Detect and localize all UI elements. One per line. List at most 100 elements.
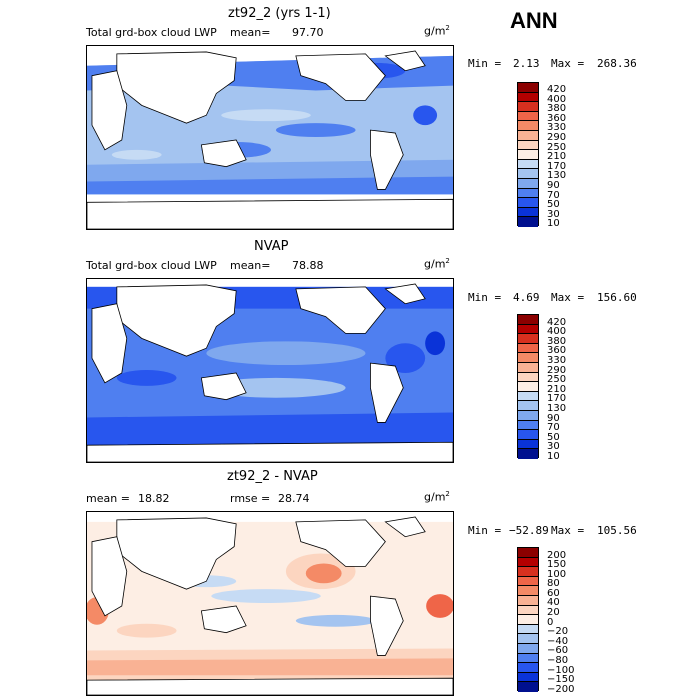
panel-2-min-label: Min = <box>468 291 502 304</box>
panel-1-swatch <box>518 111 538 122</box>
panel-1-colorbar-label: 170 <box>547 161 567 172</box>
panel-2-colorbar-label: 170 <box>547 393 567 404</box>
panel-2-swatch <box>518 362 538 373</box>
panel-1-colorbar-label: 330 <box>547 122 567 133</box>
panel-3-colorbar-label: 80 <box>547 578 560 589</box>
panel-3-swatch <box>518 643 538 654</box>
panel-1-map <box>86 45 454 230</box>
panel-3-swatch <box>518 567 538 577</box>
panel-3-min-value: −52.89 <box>509 524 549 537</box>
panel-2-colorbar-label: 250 <box>547 374 567 385</box>
panel-2-colorbar-label: 90 <box>547 413 560 424</box>
panel-3-colorbar-label: −100 <box>547 665 575 676</box>
panel-2-swatch <box>518 449 538 459</box>
panel-1-swatch <box>518 102 538 112</box>
panel-2-colorbar-label: 400 <box>547 326 567 337</box>
panel-3-swatch <box>518 682 538 692</box>
panel-2-swatch <box>518 410 538 421</box>
panel-2-swatch <box>518 324 538 335</box>
panel-1-variable-label: Total grd-box cloud LWP <box>86 26 217 39</box>
panel-2-units: g/m2 <box>424 257 450 271</box>
panel-1-colorbar-label: 400 <box>547 94 567 105</box>
panel-3-swatch <box>518 557 538 568</box>
panel-1-colorbar-label: 380 <box>547 103 567 114</box>
panel-3-swatch <box>518 576 538 587</box>
panel-2-mean-label: mean= <box>230 259 271 272</box>
panel-2-swatch <box>518 401 538 411</box>
panel-1-title: zt92_2 (yrs 1-1) <box>228 6 331 21</box>
season-label: ANN <box>510 8 558 33</box>
panel-3-map-svg <box>87 512 453 695</box>
panel-2-swatch <box>518 430 538 440</box>
panel-1-swatch <box>518 198 538 208</box>
panel-3-swatch <box>518 605 538 616</box>
panel-1-colorbar-label: 70 <box>547 190 560 201</box>
panel-3-colorbar-label: 100 <box>547 569 567 580</box>
panel-2-colorbar-label: 30 <box>547 441 560 452</box>
panel-3-colorbar-label: −60 <box>547 645 569 656</box>
panel-3-swatch <box>518 595 538 606</box>
panel-2-min-value: 4.69 <box>513 291 540 304</box>
panel-1-colorbar <box>517 82 539 227</box>
panel-1-mean-value: 97.70 <box>292 26 324 39</box>
panel-3-swatch <box>518 615 538 625</box>
panel-1-swatch <box>518 150 538 160</box>
panel-3-colorbar-label: 40 <box>547 597 560 608</box>
panel-3-swatch <box>518 663 538 673</box>
panel-1-colorbar-label: 30 <box>547 209 560 220</box>
panel-3-colorbar-label: −200 <box>547 684 575 695</box>
panel-2-colorbar-label: 330 <box>547 355 567 366</box>
panel-2-colorbar-label: 420 <box>547 317 567 328</box>
panel-1-units: g/m2 <box>424 24 450 38</box>
panel-1-mean-label: mean= <box>230 26 271 39</box>
panel-2-colorbar-label: 10 <box>547 451 560 462</box>
panel-2-map <box>86 278 454 463</box>
panel-3-units: g/m2 <box>424 490 450 504</box>
panel-1-colorbar-label: 90 <box>547 180 560 191</box>
panel-1-max-label: Max = <box>551 57 585 70</box>
panel-1-map-svg <box>87 46 453 229</box>
panel-1-swatch <box>518 188 538 199</box>
panel-2-swatch <box>518 315 538 325</box>
panel-2-colorbar-label: 50 <box>547 432 560 443</box>
panel-2-swatch <box>518 353 538 363</box>
panel-2-colorbar-label: 290 <box>547 365 567 376</box>
panel-3-max-value: 105.56 <box>597 524 637 537</box>
panel-3-colorbar-label: 150 <box>547 559 567 570</box>
panel-2-swatch <box>518 439 538 450</box>
panel-2-colorbar-label: 70 <box>547 422 560 433</box>
panel-3-swatch <box>518 586 538 596</box>
panel-2-swatch <box>518 372 538 383</box>
panel-2-colorbar <box>517 314 539 459</box>
panel-1-colorbar-label: 130 <box>547 170 567 181</box>
panel-3-mean-value: 18.82 <box>138 492 170 505</box>
panel-2-map-svg <box>87 279 453 462</box>
panel-2-colorbar-label: 380 <box>547 336 567 347</box>
panel-3-colorbar-label: 0 <box>547 617 554 628</box>
panel-3-swatch <box>518 624 538 635</box>
panel-2-variable-label: Total grd-box cloud LWP <box>86 259 217 272</box>
panel-3-colorbar-label: 60 <box>547 588 560 599</box>
panel-1-min-value: 2.13 <box>513 57 540 70</box>
panel-3-swatch <box>518 548 538 558</box>
panel-1-swatch <box>518 83 538 93</box>
panel-1-swatch <box>518 207 538 218</box>
panel-2-title: NVAP <box>254 239 289 254</box>
panel-3-colorbar-label: −80 <box>547 655 569 666</box>
panel-2-colorbar-label: 360 <box>547 345 567 356</box>
panel-3-colorbar <box>517 547 539 692</box>
panel-1-colorbar-label: 360 <box>547 113 567 124</box>
panel-2-colorbar-label: 130 <box>547 403 567 414</box>
panel-1-colorbar-label: 10 <box>547 218 560 229</box>
panel-1-swatch <box>518 178 538 189</box>
panel-1-colorbar-label: 290 <box>547 132 567 143</box>
panel-3-rmse-label: rmse = <box>230 492 271 505</box>
panel-1-swatch <box>518 130 538 141</box>
panel-2-swatch <box>518 343 538 354</box>
panel-1-swatch <box>518 140 538 151</box>
panel-3-max-label: Max = <box>551 524 585 537</box>
panel-3-colorbar-label: −150 <box>547 674 575 685</box>
panel-3-swatch <box>518 634 538 644</box>
panel-1-min-label: Min = <box>468 57 502 70</box>
panel-2-swatch <box>518 382 538 392</box>
